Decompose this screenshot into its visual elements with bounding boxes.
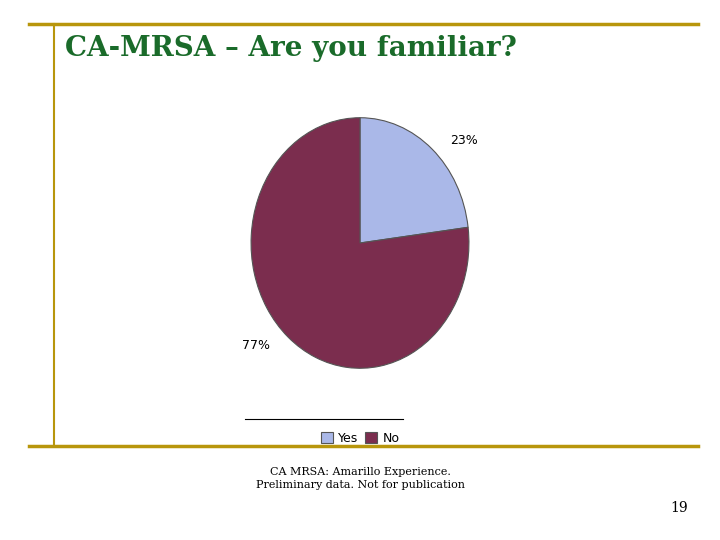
Text: CA-MRSA – Are you familiar?: CA-MRSA – Are you familiar? xyxy=(65,35,517,62)
Wedge shape xyxy=(251,118,469,368)
Legend: Yes, No: Yes, No xyxy=(316,427,404,450)
Wedge shape xyxy=(360,118,468,243)
Text: CA MRSA: Amarillo Experience.
Preliminary data. Not for publication: CA MRSA: Amarillo Experience. Preliminar… xyxy=(256,467,464,490)
Text: 77%: 77% xyxy=(242,339,270,352)
Text: 23%: 23% xyxy=(450,134,478,147)
Text: 19: 19 xyxy=(670,501,688,515)
